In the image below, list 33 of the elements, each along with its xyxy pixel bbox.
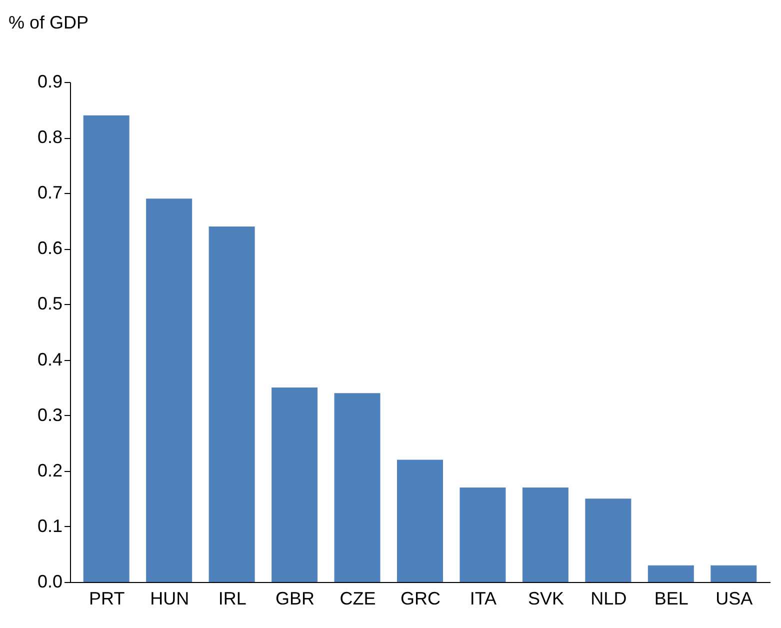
bar bbox=[522, 488, 568, 582]
bar bbox=[208, 226, 255, 582]
y-tick-label: 0.5 bbox=[37, 294, 62, 314]
bar bbox=[334, 393, 380, 582]
x-tick-label: BEL bbox=[654, 588, 688, 608]
y-tick-label: 0.7 bbox=[37, 182, 62, 203]
x-tick-label: IRL bbox=[218, 588, 246, 608]
x-tick-label: NLD bbox=[590, 588, 627, 608]
bar bbox=[710, 565, 757, 582]
bar bbox=[585, 498, 632, 582]
bar bbox=[648, 565, 694, 582]
x-tick-label: SVK bbox=[528, 588, 564, 608]
x-tick-label: USA bbox=[716, 588, 753, 608]
y-tick-label: 0.0 bbox=[37, 572, 62, 592]
y-tick-label: 0.3 bbox=[37, 404, 62, 425]
x-tick-label: HUN bbox=[150, 588, 190, 608]
y-tick-label: 0.8 bbox=[37, 127, 62, 148]
bar bbox=[460, 488, 506, 582]
x-tick-label: CZE bbox=[340, 588, 376, 608]
x-tick-label: PRT bbox=[89, 588, 125, 608]
y-tick-label: 0.2 bbox=[37, 460, 62, 480]
y-tick-label: 0.9 bbox=[37, 72, 62, 92]
y-tick-label: 0.4 bbox=[37, 349, 62, 370]
bar bbox=[272, 388, 318, 582]
x-tick-label: GBR bbox=[276, 588, 315, 608]
y-axis-title: % of GDP bbox=[8, 12, 89, 32]
y-tick-label: 0.1 bbox=[37, 516, 62, 536]
y-tick-label: 0.6 bbox=[37, 238, 62, 258]
bar bbox=[83, 115, 130, 582]
bar bbox=[146, 198, 192, 582]
x-tick-label: ITA bbox=[470, 588, 497, 608]
x-tick-label: GRC bbox=[400, 588, 440, 608]
bar bbox=[397, 460, 443, 582]
